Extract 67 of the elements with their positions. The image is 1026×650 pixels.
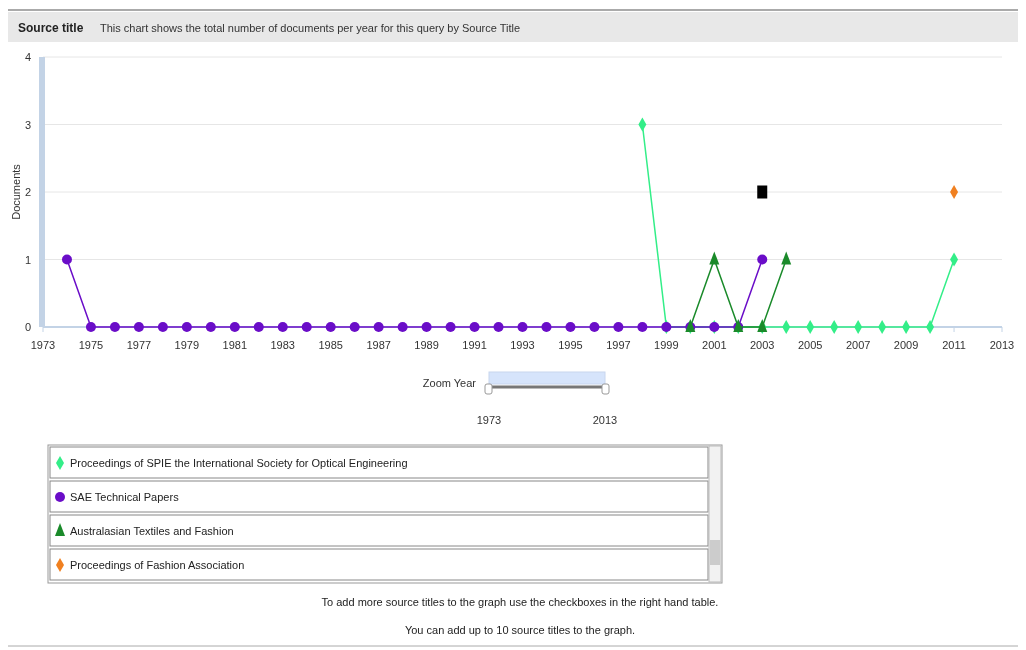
point: [181, 322, 192, 332]
text: 1973: [476, 414, 502, 426]
point: [205, 322, 216, 332]
x-tick-label: 1977: [126, 339, 152, 351]
point: [613, 322, 624, 332]
y-axis-title: Documents: [10, 163, 22, 220]
legend-label: Proceedings of Fashion Association: [70, 559, 245, 571]
x-tick-label: 1975: [78, 339, 104, 351]
point: [325, 322, 336, 332]
x-tick-label: 1993: [510, 339, 535, 351]
point: [445, 322, 456, 332]
x-tick-label: 1997: [606, 339, 631, 351]
x-tick-label: 1989: [414, 339, 439, 351]
x-tick-label: 2013: [989, 339, 1015, 351]
x-tick-label: 1987: [366, 339, 391, 351]
point: [517, 322, 528, 332]
point: [469, 322, 480, 332]
point: [565, 322, 576, 332]
text: Zoom Year: [422, 377, 477, 389]
point: [709, 251, 720, 265]
point: [637, 322, 648, 332]
x-tick-label: 1973: [30, 339, 56, 351]
y-tick-label: 4: [24, 51, 32, 63]
text: To add more source titles to the graph use the checkboxes in the right hand table.: [321, 596, 719, 608]
x-tick-label: 1981: [222, 339, 248, 351]
text: You can add up to 10 source titles to the graph.: [404, 624, 636, 636]
chart-title: Source title: [18, 21, 84, 35]
x-tick-label: 1979: [174, 339, 200, 351]
point: [541, 322, 552, 332]
y-tick-label: 3: [24, 118, 32, 131]
point: [757, 185, 768, 199]
y-tick-label: 0: [24, 321, 32, 333]
x-tick-label: 1985: [318, 339, 343, 351]
point: [421, 322, 432, 332]
point: [781, 251, 792, 265]
text: 2013: [592, 414, 618, 426]
legend-label: Australasian Textiles and Fashion: [70, 525, 234, 537]
chart-subtitle: This chart shows the total number of documents per year for this query by Source Title: [100, 22, 521, 34]
point: [157, 322, 168, 332]
point: [61, 254, 72, 265]
point: [229, 322, 240, 332]
legend-label: SAE Technical Papers: [70, 491, 180, 503]
point: [85, 322, 96, 332]
x-tick-label: 1999: [654, 339, 679, 351]
point: [109, 322, 120, 332]
x-tick-label: 2007: [845, 339, 871, 351]
point: [373, 322, 384, 332]
y-tick-label: 1: [24, 253, 32, 266]
x-tick-label: 1991: [462, 339, 487, 351]
point: [757, 254, 768, 265]
x-tick-label: 2011: [942, 339, 966, 351]
legend-label: Proceedings of SPIE the International Society for Optical Engineering: [70, 457, 408, 469]
point: [301, 322, 312, 332]
x-tick-label: 2009: [893, 339, 919, 351]
x-tick-label: 2005: [797, 339, 823, 351]
x-tick-label: 2003: [750, 339, 775, 351]
y-tick-label: 2: [24, 186, 32, 198]
point: [133, 322, 144, 332]
point: [253, 322, 264, 332]
point: [349, 322, 360, 332]
x-tick-label: 1983: [270, 339, 295, 351]
point: [397, 322, 408, 332]
x-tick-label: 1995: [558, 339, 583, 351]
point: [277, 322, 288, 332]
x-tick-label: 2001: [702, 339, 727, 351]
point: [589, 322, 600, 332]
point: [493, 322, 504, 332]
